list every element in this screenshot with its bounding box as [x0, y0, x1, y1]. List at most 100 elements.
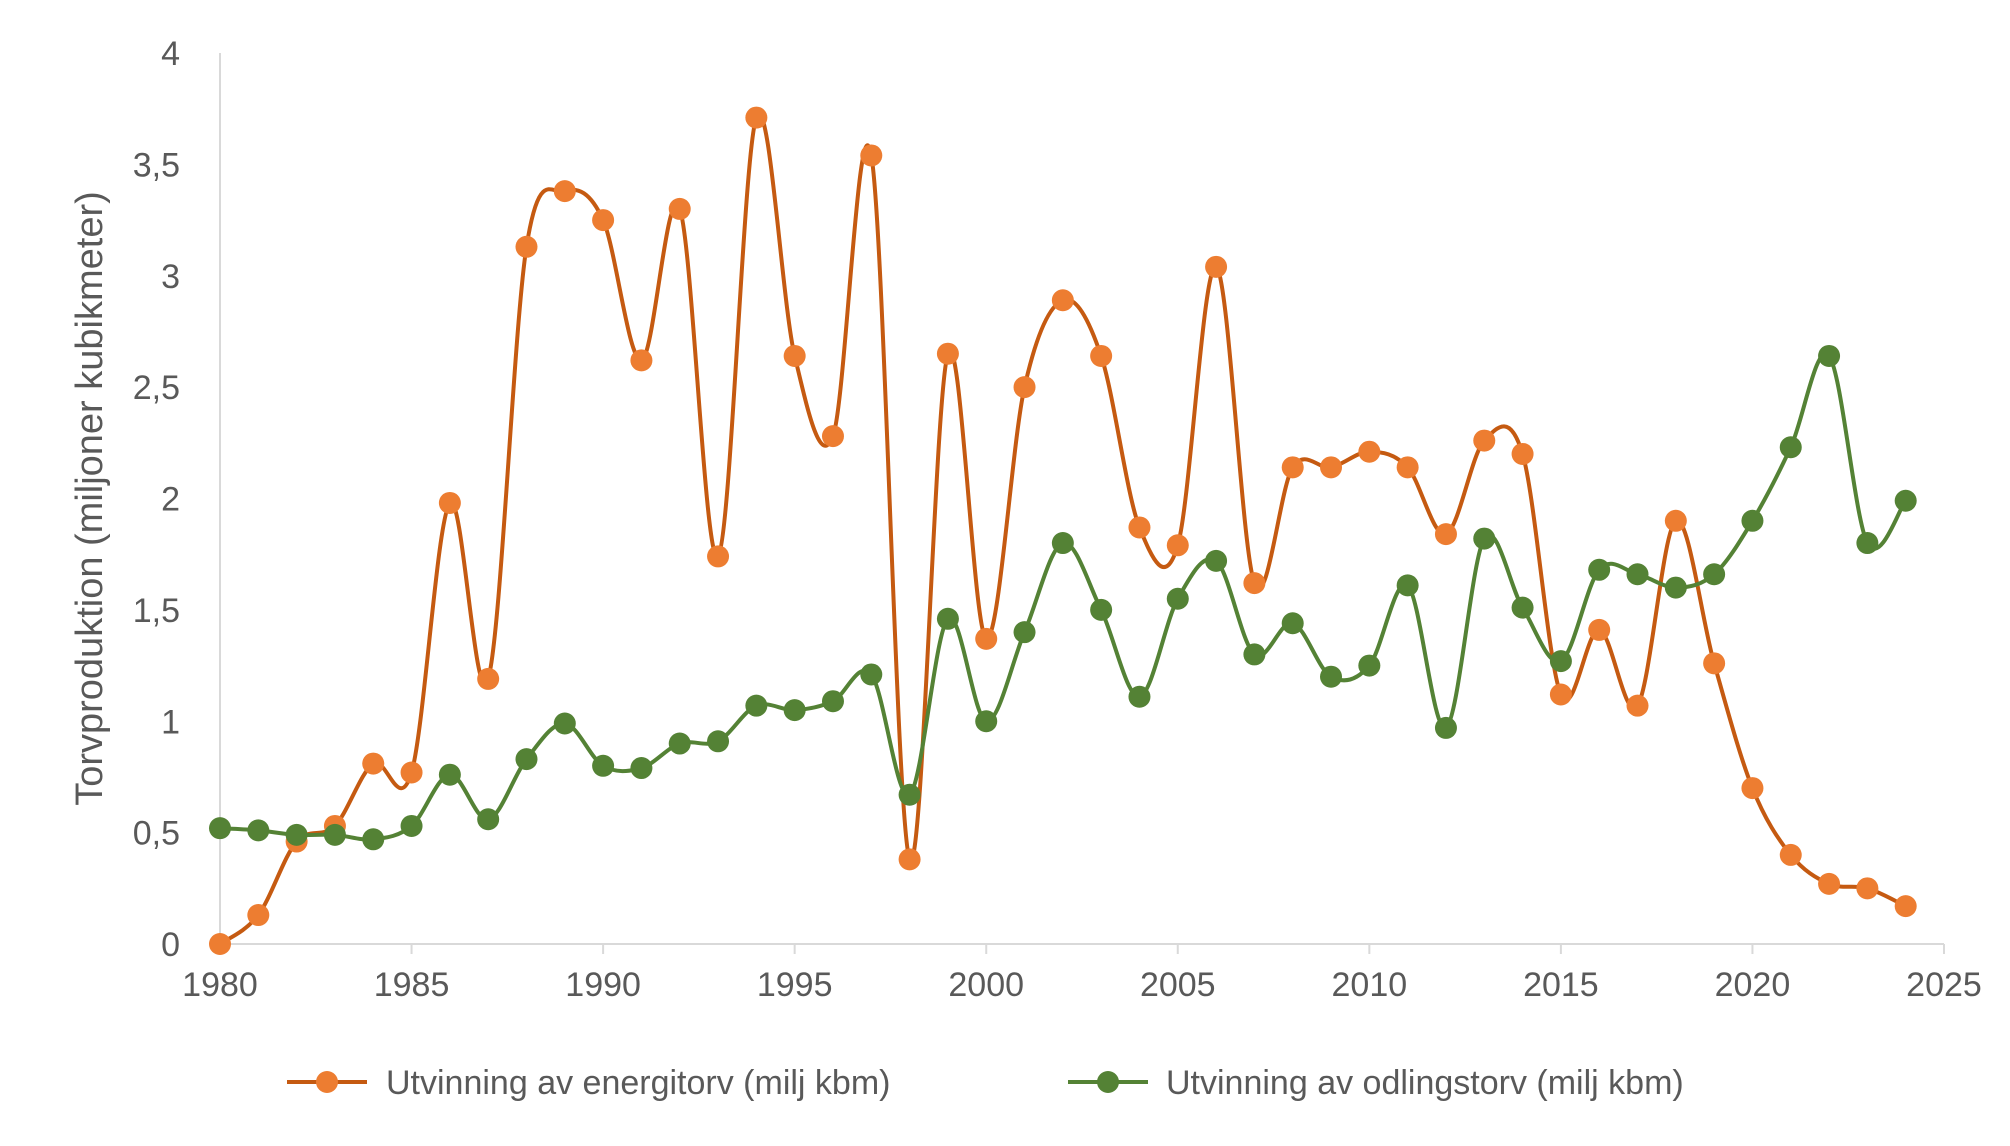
data-point — [1549, 650, 1572, 673]
data-point — [1205, 549, 1228, 572]
x-tick-label: 1985 — [374, 966, 450, 1004]
data-point — [630, 349, 653, 372]
x-tick-label: 2025 — [1906, 966, 1982, 1004]
axes: 0 0,5 1 1,5 2 2,5 3 3,5 4 1980 1985 1990 1995 2000 200… — [69, 35, 1982, 1004]
legend-item: Utvinning av odlingstorv (milj kbm) — [1068, 1064, 1684, 1102]
x-tick-label: 2015 — [1523, 966, 1599, 1004]
data-point — [1166, 587, 1189, 610]
data-point — [209, 933, 231, 955]
legend-marker — [1097, 1071, 1119, 1093]
series-layer — [209, 106, 1917, 955]
x-tick-label: 2010 — [1332, 966, 1408, 1004]
y-tick-label: 2 — [161, 481, 180, 519]
data-point — [898, 848, 921, 871]
data-point — [1166, 534, 1189, 557]
data-point — [1818, 872, 1841, 895]
x-tick-label: 1980 — [182, 966, 258, 1004]
data-point — [1741, 509, 1764, 532]
x-tick-label: 2005 — [1140, 966, 1216, 1004]
data-point — [1281, 612, 1304, 635]
data-point — [1051, 532, 1074, 555]
y-tick-label: 0 — [161, 926, 180, 964]
data-point — [592, 209, 615, 232]
data-point — [1051, 289, 1074, 312]
data-point — [209, 817, 231, 840]
y-tick-label: 1,5 — [133, 592, 180, 630]
x-tick-label: 1990 — [565, 966, 641, 1004]
data-point — [1511, 442, 1534, 465]
data-point — [1588, 618, 1611, 641]
data-point — [1626, 694, 1649, 717]
legend-label: Utvinning av odlingstorv (milj kbm) — [1166, 1064, 1684, 1102]
y-axis-title: Torvproduktion (miljoner kubikmeter) — [69, 191, 111, 806]
data-point — [783, 699, 806, 722]
data-point — [745, 106, 768, 129]
data-point — [898, 783, 921, 806]
data-point — [1320, 665, 1343, 688]
data-point — [515, 748, 538, 771]
data-point — [1511, 596, 1534, 619]
data-point — [323, 823, 346, 846]
data-point — [1013, 621, 1036, 644]
data-point — [553, 712, 576, 735]
data-point — [438, 491, 461, 514]
data-point — [1856, 877, 1879, 900]
data-point — [1434, 716, 1457, 739]
x-tick-label: 2020 — [1715, 966, 1791, 1004]
data-point — [1090, 344, 1113, 367]
data-point — [783, 344, 806, 367]
data-point — [247, 904, 270, 927]
data-point — [285, 823, 308, 846]
data-point — [247, 819, 270, 842]
y-tick-label: 1 — [161, 703, 180, 741]
data-point — [1703, 563, 1726, 586]
data-point — [1358, 654, 1381, 677]
data-point — [362, 828, 385, 851]
data-point — [553, 180, 576, 203]
legend-marker — [316, 1071, 338, 1093]
data-point — [1358, 440, 1381, 463]
data-point — [860, 663, 883, 686]
x-tick-label: 2000 — [948, 966, 1024, 1004]
data-point — [1396, 456, 1419, 479]
data-point — [1396, 574, 1419, 597]
data-point — [1320, 456, 1343, 479]
data-point — [821, 425, 844, 448]
data-point — [1664, 509, 1687, 532]
data-point — [860, 144, 883, 167]
series-odlingstorv — [209, 344, 1917, 851]
data-point — [1281, 456, 1304, 479]
data-point — [515, 235, 538, 258]
data-point — [975, 627, 998, 650]
y-tick-label: 4 — [161, 35, 180, 73]
data-point — [400, 814, 423, 837]
data-point — [1090, 598, 1113, 621]
data-point — [1013, 376, 1036, 399]
data-point — [936, 607, 959, 630]
data-point — [1549, 683, 1572, 706]
y-tick-label: 0,5 — [133, 815, 180, 853]
data-point — [1205, 255, 1228, 278]
series-energitorv — [209, 106, 1917, 955]
data-point — [1894, 489, 1917, 512]
series-line — [218, 112, 1907, 946]
data-point — [668, 197, 691, 220]
data-point — [1741, 777, 1764, 800]
data-point — [1818, 344, 1841, 367]
data-point — [1664, 576, 1687, 599]
data-point — [477, 667, 500, 690]
data-point — [438, 763, 461, 786]
data-point — [707, 545, 730, 568]
data-point — [1626, 563, 1649, 586]
data-point — [400, 761, 423, 784]
y-tick-label: 2,5 — [133, 369, 180, 407]
data-point — [975, 710, 998, 733]
data-point — [936, 342, 959, 365]
y-tick-label: 3 — [161, 258, 180, 296]
data-point — [362, 752, 385, 775]
data-point — [1243, 572, 1266, 595]
x-tick-label: 1995 — [757, 966, 833, 1004]
data-point — [1588, 558, 1611, 581]
data-point — [1473, 527, 1496, 550]
